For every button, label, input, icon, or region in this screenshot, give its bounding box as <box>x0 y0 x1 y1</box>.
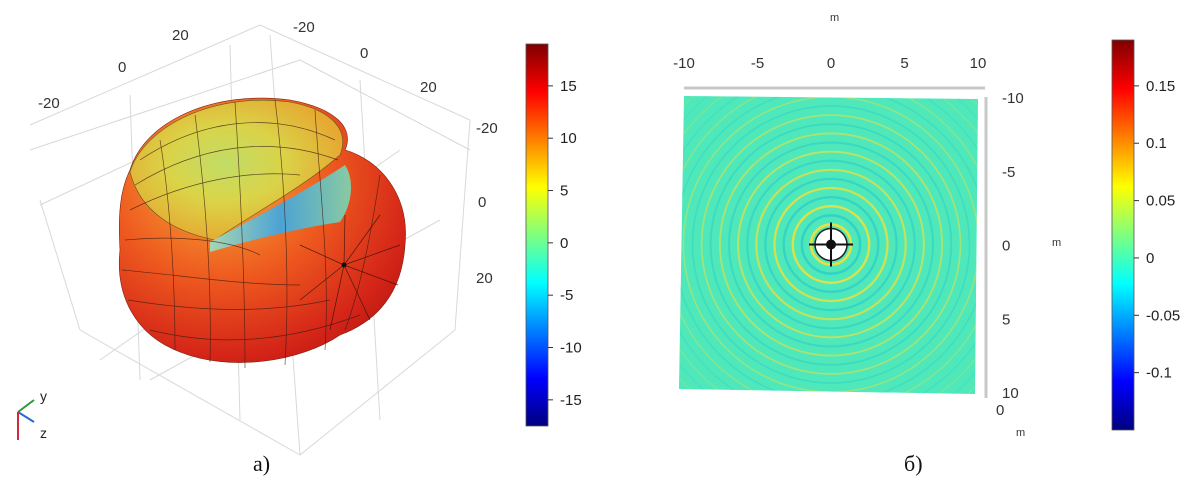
pole-spokes <box>299 214 401 331</box>
caption-a: а) <box>253 451 270 476</box>
x-tick-label: -10 <box>673 55 695 72</box>
x-tick-label: -5 <box>751 55 764 72</box>
wave-ring <box>764 177 898 312</box>
antenna-source <box>809 222 853 267</box>
y-axis-ticks: -10 -5 0 5 10 <box>1002 90 1024 402</box>
colorbar-tick-label: 10 <box>560 130 577 147</box>
tick-a-3: 20 <box>172 27 189 44</box>
corner-unit-label: m <box>1016 427 1025 439</box>
colorbar-b: 0.15 0.1 0.05 0 -0.05 -0.1 <box>1111 39 1180 431</box>
pole-point <box>341 262 347 268</box>
caption-b: б) <box>904 451 923 476</box>
x-axis-ticks: -10 -5 0 5 10 <box>673 55 986 72</box>
wave-ring <box>728 141 934 348</box>
wave-ring <box>691 105 971 384</box>
tick-c-3: 20 <box>476 270 493 287</box>
wave-ring <box>709 123 953 366</box>
y-tick-label: -10 <box>1002 90 1024 107</box>
wave-ring <box>800 214 862 275</box>
axis-triad: y z <box>17 388 47 441</box>
wave-ring <box>737 150 925 339</box>
colorbar-tick-label: -5 <box>560 287 573 304</box>
panel-a-tick-labels: -20 0 20 -20 0 20 -20 0 20 <box>38 19 498 287</box>
colorbar-tick-label: -10 <box>560 340 582 357</box>
colorbar-b-gradient <box>1111 39 1135 431</box>
tick-c-1: -20 <box>476 120 498 137</box>
wave-ring <box>755 168 907 321</box>
colorbar-b-ticks: 0.15 0.1 0.05 0 -0.05 -0.1 <box>1134 78 1180 382</box>
y-tick-label: 5 <box>1002 311 1010 328</box>
colorbar-tick-label: 15 <box>560 78 577 95</box>
wave-ring <box>791 205 871 284</box>
colorbar-tick-label: 5 <box>560 183 568 200</box>
y-tick-label: -5 <box>1002 164 1015 181</box>
y-unit-label: m <box>1052 237 1061 249</box>
wave-ring <box>746 159 916 330</box>
tick-a-1: -20 <box>38 95 60 112</box>
triad-z-arrow <box>17 411 35 423</box>
radiation-pattern-surface <box>118 97 406 369</box>
colorbar-tick-label: -0.05 <box>1146 307 1180 324</box>
triad-label-z: z <box>40 425 47 441</box>
y-tick-label: 10 <box>1002 385 1019 402</box>
colorbar-tick-label: 0.05 <box>1146 193 1175 210</box>
corner-zero-label: 0 <box>996 402 1004 419</box>
colorbar-tick-label: -0.1 <box>1146 365 1172 382</box>
wave-ring <box>700 114 962 375</box>
colorbar-tick-label: 0.15 <box>1146 78 1175 95</box>
colorbar-a-gradient <box>525 43 549 427</box>
colorbar-a-ticks: 15 10 5 0 -5 -10 -15 <box>548 78 582 409</box>
x-tick-label: 0 <box>827 55 835 72</box>
x-tick-label: 5 <box>900 55 908 72</box>
tick-b-2: 0 <box>360 45 368 62</box>
x-unit-label: m <box>830 12 839 24</box>
colorbar-tick-label: 0 <box>560 235 568 252</box>
tick-c-2: 0 <box>478 194 486 211</box>
tick-b-1: -20 <box>293 19 315 36</box>
colorbar-tick-label: -15 <box>560 392 582 409</box>
x-tick-label: 10 <box>970 55 987 72</box>
wave-ring <box>773 186 889 303</box>
tick-a-2: 0 <box>118 59 126 76</box>
triad-label-y: y <box>40 388 47 404</box>
wave-ring <box>718 132 944 357</box>
tick-b-3: 20 <box>420 79 437 96</box>
wave-ring <box>782 195 880 293</box>
y-tick-label: 0 <box>1002 238 1010 255</box>
colorbar-tick-label: 0.1 <box>1146 135 1167 152</box>
colorbar-a: 15 10 5 0 -5 -10 -15 <box>525 43 582 427</box>
triad-y-arrow <box>17 399 35 413</box>
colorbar-tick-label: 0 <box>1146 250 1154 267</box>
panel-a-3d-plot: -20 0 20 -20 0 20 -20 0 20 y z 15 10 5 0 -5 -… <box>17 19 582 476</box>
